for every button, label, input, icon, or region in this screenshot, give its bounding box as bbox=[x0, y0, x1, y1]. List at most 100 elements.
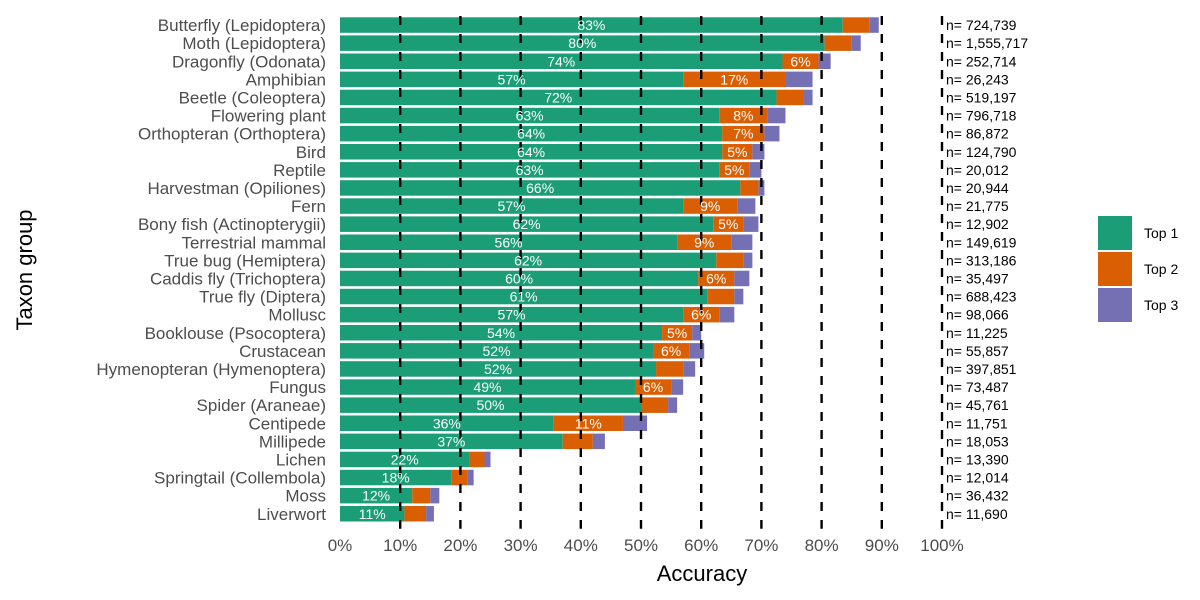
bar-segment-top-2 bbox=[653, 343, 690, 359]
y-tick-label: Amphibian bbox=[246, 70, 326, 89]
bar-value-label: 6% bbox=[643, 379, 663, 395]
bar-value-label: 63% bbox=[516, 108, 544, 124]
bar-segment-top-3 bbox=[692, 325, 702, 341]
bar-value-label: 74% bbox=[547, 53, 575, 69]
bar-value-label: 64% bbox=[517, 144, 545, 160]
bar-value-label: 12% bbox=[362, 488, 390, 504]
bar-value-label: 61% bbox=[510, 289, 538, 305]
bar-segment-top-2 bbox=[562, 433, 593, 450]
legend: Top 1 Top 2 Top 3 bbox=[1098, 216, 1178, 322]
bar-value-label: 83% bbox=[577, 17, 605, 33]
bar-segment-top-2 bbox=[740, 180, 759, 196]
y-tick-label: Spider (Araneae) bbox=[197, 396, 326, 415]
sample-size-label: n= 124,790 bbox=[946, 144, 1017, 160]
bar-value-label: 8% bbox=[733, 108, 753, 124]
bar-segment-top-2 bbox=[719, 162, 750, 178]
bar-segment-top-2 bbox=[677, 234, 732, 250]
bar-segment-top-3 bbox=[731, 234, 753, 250]
y-tick-label: Hymenopteran (Hymenoptera) bbox=[96, 360, 326, 379]
sample-size-label: n= 12,014 bbox=[946, 470, 1009, 486]
sample-size-label: n= 73,487 bbox=[946, 379, 1009, 395]
labels-layer: 83% Butterfly (Lepidoptera) n= 724,739 80% M… bbox=[96, 16, 1028, 555]
bar-segment-top-2 bbox=[776, 89, 804, 106]
sample-size-label: n= 724,739 bbox=[946, 17, 1017, 33]
bar-value-label: 36% bbox=[433, 415, 461, 431]
bar-value-label: 7% bbox=[733, 126, 753, 142]
bar-value-label: 62% bbox=[514, 252, 542, 268]
bar-value-label: 50% bbox=[476, 397, 504, 413]
bar-segment-top-1 bbox=[340, 415, 554, 431]
legend-label: Top 2 bbox=[1144, 261, 1178, 277]
bar-segment-top-2 bbox=[824, 35, 852, 51]
bar-segment-top-1 bbox=[340, 506, 405, 522]
sample-size-label: n= 519,197 bbox=[946, 89, 1017, 105]
x-tick-label: 40% bbox=[564, 536, 598, 555]
bar-value-label: 62% bbox=[513, 216, 541, 232]
bar-segment-top-1 bbox=[340, 234, 678, 250]
bar-segment-top-3 bbox=[752, 144, 765, 160]
y-tick-label: Fern bbox=[291, 197, 326, 216]
y-tick-label: True fly (Diptera) bbox=[199, 288, 326, 307]
bar-segment-top-2 bbox=[782, 53, 819, 69]
bar-segment-top-2 bbox=[656, 361, 684, 377]
bar-segment-top-2 bbox=[553, 415, 623, 431]
bar-value-label: 80% bbox=[568, 35, 596, 51]
bar-segment-top-1 bbox=[340, 433, 563, 450]
bar-value-label: 22% bbox=[391, 451, 419, 467]
sample-size-label: n= 313,186 bbox=[946, 252, 1017, 268]
bar-segment-top-1 bbox=[340, 216, 714, 232]
bar-segment-top-3 bbox=[668, 397, 678, 413]
bar-segment-top-3 bbox=[671, 379, 684, 395]
y-tick-label: Booklouse (Psocoptera) bbox=[145, 324, 326, 343]
legend-key-top-1 bbox=[1098, 216, 1132, 250]
y-tick-label: Lichen bbox=[276, 450, 326, 469]
bar-segment-top-2 bbox=[683, 198, 738, 214]
legend-label: Top 3 bbox=[1144, 297, 1178, 313]
y-tick-label: Crustacean bbox=[239, 342, 326, 361]
y-tick-label: Centipede bbox=[248, 414, 326, 433]
legend-key-top-2 bbox=[1098, 252, 1132, 286]
bar-segment-top-1 bbox=[340, 343, 654, 359]
bar-segment-top-3 bbox=[683, 361, 696, 377]
sample-size-label: n= 45,761 bbox=[946, 397, 1009, 413]
bar-segment-top-1 bbox=[340, 252, 717, 269]
bar-segment-top-3 bbox=[851, 35, 861, 51]
x-tick-label: 60% bbox=[684, 536, 718, 555]
y-tick-label: Fungus bbox=[269, 378, 326, 397]
bar-value-label: 57% bbox=[498, 71, 526, 87]
bar-segment-top-2 bbox=[707, 288, 735, 305]
y-tick-label: Moth (Lepidoptera) bbox=[182, 34, 326, 53]
bar-segment-top-3 bbox=[737, 198, 756, 214]
bar-segment-top-3 bbox=[869, 17, 879, 33]
bar-value-label: 56% bbox=[495, 234, 523, 250]
sample-size-label: n= 26,243 bbox=[946, 71, 1009, 87]
x-axis-title: Accuracy bbox=[657, 561, 747, 586]
bar-segment-top-2 bbox=[716, 252, 744, 269]
bar-value-label: 9% bbox=[694, 234, 714, 250]
bar-segment-top-1 bbox=[340, 379, 635, 395]
y-tick-label: Moss bbox=[285, 487, 326, 506]
bar-segment-top-3 bbox=[758, 180, 765, 196]
bar-segment-top-3 bbox=[803, 89, 813, 106]
bar-segment-top-3 bbox=[734, 270, 750, 287]
bar-segment-top-2 bbox=[842, 17, 870, 33]
bar-segment-top-1 bbox=[340, 397, 641, 413]
bar-segment-top-2 bbox=[722, 144, 753, 160]
sample-size-label: n= 796,718 bbox=[946, 108, 1017, 124]
bar-value-label: 18% bbox=[382, 470, 410, 486]
bar-segment-top-3 bbox=[484, 451, 491, 468]
bar-value-label: 6% bbox=[706, 270, 726, 286]
x-tick-label: 100% bbox=[920, 536, 963, 555]
bar-segment-top-1 bbox=[340, 125, 723, 142]
bar-segment-top-2 bbox=[713, 216, 744, 232]
y-tick-label: Flowering plant bbox=[211, 107, 327, 126]
x-tick-label: 10% bbox=[383, 536, 417, 555]
bar-segment-top-2 bbox=[404, 506, 427, 522]
bar-segment-top-1 bbox=[340, 451, 470, 468]
bar-value-label: 54% bbox=[487, 325, 515, 341]
sample-size-label: n= 11,751 bbox=[946, 415, 1008, 431]
y-tick-label: Reptile bbox=[273, 161, 326, 180]
bar-segment-top-3 bbox=[467, 469, 474, 486]
